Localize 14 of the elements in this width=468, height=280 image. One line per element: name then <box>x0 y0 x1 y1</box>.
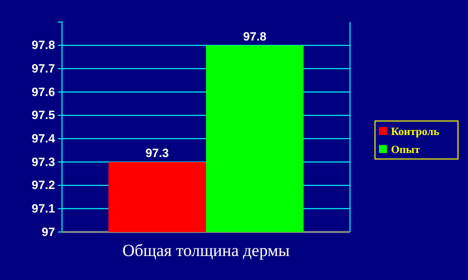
data-label: 97.3 <box>146 146 170 160</box>
legend-label: Контроль <box>391 126 440 138</box>
y-tick-label: 97.3 <box>32 154 56 169</box>
data-label: 97.8 <box>243 29 267 44</box>
y-tick-label: 97.6 <box>32 84 56 99</box>
y-tick-label: 97.1 <box>32 202 56 216</box>
legend-label: Опыт <box>391 144 420 156</box>
y-tick-label: 97.7 <box>32 62 56 76</box>
x-tick-label: Общая толщина дермы <box>122 241 290 260</box>
y-tick-label: 97.2 <box>32 178 56 192</box>
y-tick-label: 97 <box>42 224 56 239</box>
y-tick-label: 97.4 <box>32 132 56 146</box>
y-tick-label: 97.8 <box>32 38 56 52</box>
y-tick-label: 97.5 <box>32 108 56 122</box>
